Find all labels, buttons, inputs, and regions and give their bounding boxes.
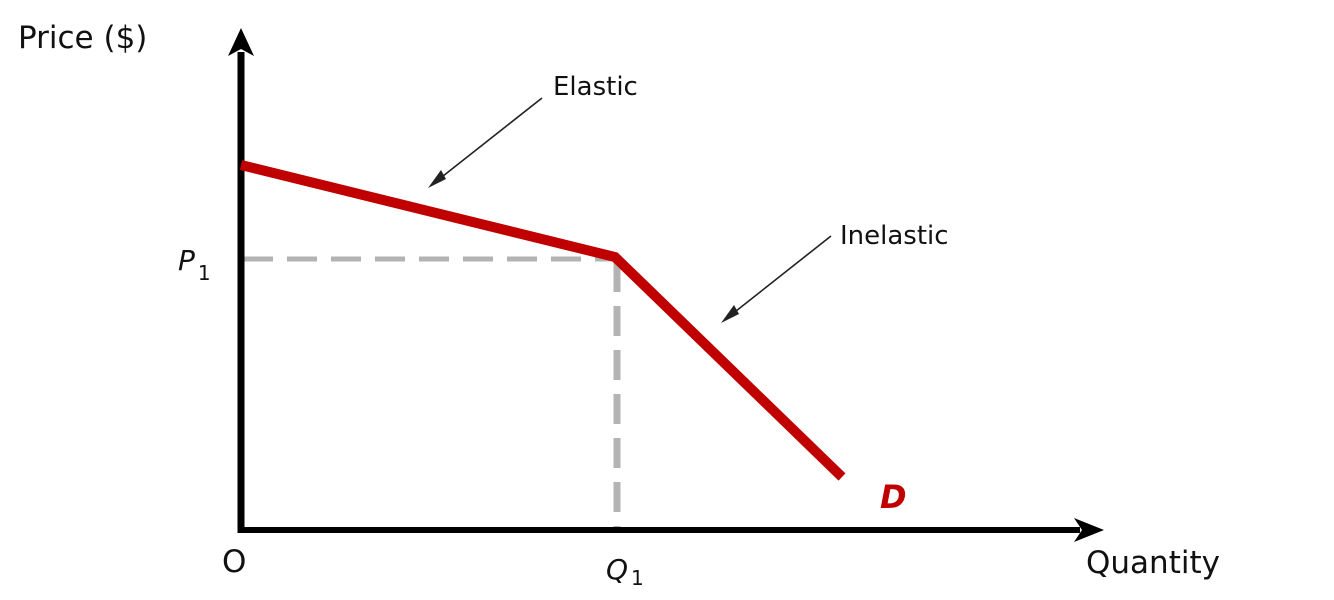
elastic-arrow-shaft [437,97,543,181]
x-axis-label: Quantity [1086,545,1220,581]
quantity-subscript: 1 [631,566,644,590]
elastic-label: Elastic [553,72,638,102]
inelastic-arrowhead [721,305,739,323]
demand-curve-label: D [880,478,907,516]
inelastic-label: Inelastic [840,221,949,251]
x-axis-arrowhead [1074,518,1104,542]
inelastic-arrow-shaft [730,235,832,316]
price-subscript: 1 [198,261,211,285]
y-axis-label: Price ($) [18,20,147,56]
price-symbol: P [178,244,195,277]
quantity-symbol: Q [606,553,628,586]
origin-label: O [222,544,246,580]
elastic-arrowhead [428,170,446,188]
y-axis-arrowhead [228,28,254,56]
demand-curve [239,160,846,481]
